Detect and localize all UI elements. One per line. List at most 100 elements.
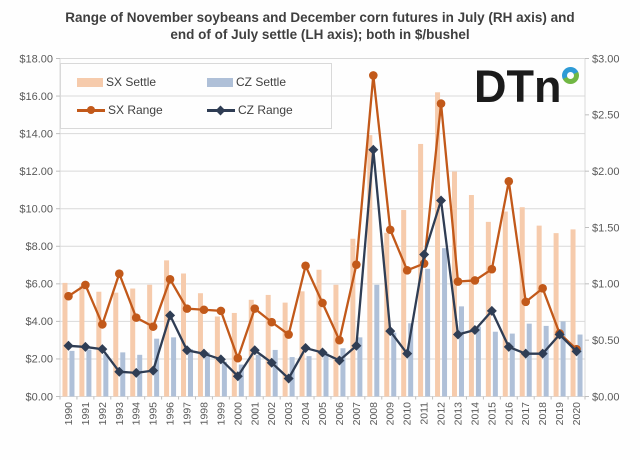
x-axis-year-label: 2004 (300, 402, 312, 426)
sx-range-marker-1990 (64, 291, 73, 301)
right-axis-label: $0.00 (592, 391, 620, 403)
x-axis-year-label: 1998 (198, 402, 210, 426)
x-axis-year-label: 2018 (537, 402, 549, 426)
sx-settle-swatch-icon (77, 77, 103, 87)
sx-settle-bar-2008 (367, 135, 373, 397)
x-axis-year-label: 2020 (571, 402, 583, 426)
cz-settle-bar-1993 (120, 352, 126, 397)
cz-settle-bar-1997 (188, 349, 194, 397)
left-axis-label: $2.00 (25, 354, 53, 366)
cz-range-line-marker-icon (207, 105, 235, 115)
sx-settle-bar-2002 (265, 294, 271, 397)
x-axis-year-label: 2002 (266, 402, 278, 426)
cz-range-marker-2005 (317, 347, 328, 358)
chart-title-line1: Range of November soybeans and December … (65, 10, 575, 25)
sx-range-marker-2006 (335, 335, 344, 345)
left-axis-label: $8.00 (25, 241, 53, 253)
sx-range-marker-2003 (284, 330, 293, 339)
sx-range-marker-1999 (216, 306, 226, 316)
x-axis-year-label: 1999 (215, 402, 227, 426)
sx-range-marker-2013 (453, 277, 463, 286)
sx-range-marker-1996 (165, 275, 175, 284)
sx-settle-bar-1993 (113, 292, 119, 397)
left-axis-label: $14.00 (19, 128, 53, 140)
x-axis-year-label: 2012 (436, 402, 448, 426)
sx-range-marker-1994 (131, 313, 141, 322)
x-axis-year-label: 2000 (232, 402, 244, 426)
x-axis-year-label: 2010 (402, 402, 414, 426)
cz-range-marker-2010 (402, 348, 413, 359)
sx-range-marker-2004 (301, 261, 310, 271)
cz-range-marker-2016 (503, 341, 514, 352)
cz-settle-bar-2015 (492, 331, 498, 397)
left-axis-label: $12.00 (19, 166, 53, 178)
legend-label-cz-range: CZ Range (238, 103, 293, 117)
cz-range-marker-1997 (182, 345, 193, 356)
sx-settle-bar-1998 (197, 293, 203, 397)
cz-settle-bar-2017 (526, 323, 532, 397)
sx-settle-bar-1992 (96, 291, 102, 397)
sx-range-marker-2000 (233, 353, 243, 363)
x-axis-year-label: 2016 (503, 402, 515, 426)
cz-settle-bar-2004 (306, 356, 312, 397)
sx-settle-bar-2001 (248, 299, 254, 397)
sx-range-marker-2018 (538, 284, 547, 293)
cz-range-marker-2006 (334, 355, 345, 366)
sx-settle-bar-2015 (485, 221, 491, 397)
sx-range-marker-1995 (148, 322, 158, 331)
sx-range-marker-2014 (470, 276, 480, 285)
sx-range-marker-2008 (369, 71, 378, 80)
right-axis-label: $3.00 (592, 53, 620, 65)
x-axis-year-label: 2001 (249, 402, 261, 426)
cz-settle-bar-2020 (577, 334, 583, 397)
x-axis-year-label: 1995 (148, 402, 160, 426)
cz-settle-bar-1998 (204, 352, 210, 397)
sx-range-marker-1993 (114, 269, 124, 278)
sx-settle-bar-1991 (79, 285, 85, 397)
cz-settle-bar-2006 (340, 348, 346, 397)
sx-settle-bar-2010 (401, 210, 407, 397)
sx-settle-bar-2000 (231, 312, 237, 397)
left-axis-label: $6.00 (25, 279, 53, 291)
sx-settle-bar-2018 (536, 225, 542, 397)
x-axis-year-label: 2007 (351, 402, 363, 426)
legend-entry-sx-range: SX Range (77, 103, 207, 117)
cz-settle-bar-2013 (458, 306, 464, 397)
x-axis-year-label: 2019 (554, 402, 566, 426)
legend-label-cz-settle: CZ Settle (236, 75, 287, 89)
sx-settle-bar-2014 (468, 195, 474, 397)
cz-settle-bar-2018 (543, 325, 549, 397)
cz-range-marker-1996 (165, 310, 176, 321)
left-axis-label: $18.00 (19, 53, 53, 65)
cz-settle-bar-1999 (221, 361, 227, 397)
cz-settle-bar-1996 (171, 337, 177, 397)
right-axis-label: $2.00 (592, 166, 620, 178)
sx-settle-bar-2019 (553, 233, 559, 397)
cz-settle-bar-2003 (289, 357, 295, 397)
x-axis-year-label: 1994 (131, 402, 143, 426)
cz-range-marker-1991 (80, 341, 91, 352)
cz-range-marker-2020 (571, 346, 582, 357)
right-axis-label: $2.50 (592, 110, 620, 122)
sx-settle-bar-1990 (62, 282, 68, 397)
x-axis-year-label: 1996 (165, 402, 177, 426)
cz-settle-bar-2000 (238, 364, 244, 397)
cz-settle-bar-2007 (357, 337, 363, 397)
left-axis-label: $10.00 (19, 204, 53, 216)
cz-range-marker-2004 (300, 343, 311, 354)
left-axis-label: $4.00 (25, 316, 53, 328)
sx-range-marker-1997 (182, 304, 192, 313)
cz-settle-bar-2001 (255, 354, 261, 397)
cz-range-marker-1998 (198, 348, 209, 359)
sx-range-marker-2012 (436, 99, 446, 108)
left-axis-label: $16.00 (19, 91, 53, 103)
sx-settle-bar-2016 (502, 211, 508, 397)
cz-settle-bar-1994 (137, 354, 143, 397)
cz-range-marker-2019 (554, 329, 565, 340)
chart-legend: SX Settle CZ Settle SX Range CZ Range (60, 63, 332, 129)
x-axis-year-label: 1997 (182, 402, 194, 426)
sx-range-marker-2005 (318, 298, 327, 308)
right-axis-label: $1.00 (592, 279, 620, 291)
sx-range-line-marker-icon (77, 105, 105, 115)
dtn-logo-ring-icon (562, 67, 580, 84)
